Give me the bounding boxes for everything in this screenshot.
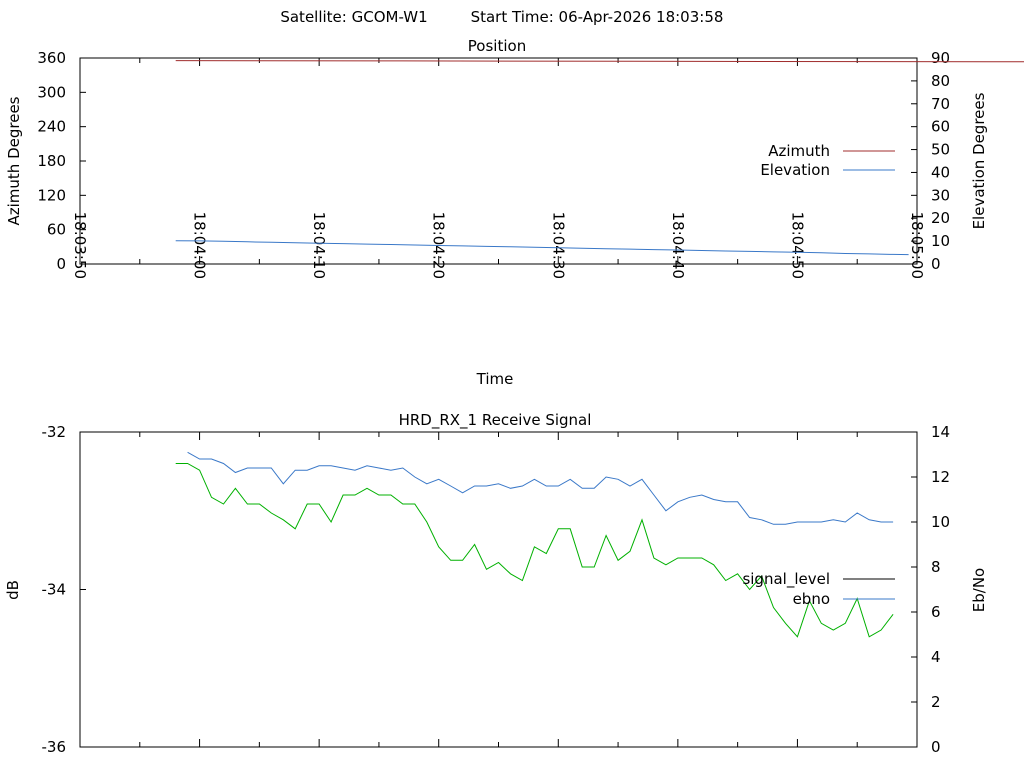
signal-y2-tick-label: 0 [931, 738, 941, 756]
position-x-tick-label: 18:04:00 [191, 212, 209, 279]
signal-y2-tick-label: 12 [931, 468, 950, 486]
ebno-series-line [187, 451, 894, 525]
signal-y2-tick-label: 10 [931, 513, 950, 531]
position-y-tick-label: 60 [47, 221, 66, 239]
position-y-tick-label: 240 [37, 118, 66, 136]
position-y2-tick-label: 90 [931, 49, 950, 67]
legend-label-signal-level: signal_level [742, 570, 830, 589]
signal-y-tick-label: -32 [42, 423, 67, 441]
position-x-tick-label: 18:04:10 [310, 212, 328, 279]
signal-y-tick-label: -36 [42, 738, 67, 756]
position-y-tick-label: 120 [37, 186, 66, 204]
position-x-tick-label: 18:04:50 [788, 212, 806, 279]
position-y-axis-label: Azimuth Degrees [5, 96, 23, 225]
elevation-series-line [175, 240, 909, 256]
position-chart-title: Position [468, 37, 526, 55]
green-signal-series-line [175, 463, 894, 638]
position-y-tick-label: 180 [37, 152, 66, 170]
position-y2-tick-label: 0 [931, 255, 941, 273]
position-y2-tick-label: 50 [931, 141, 950, 159]
position-x-tick-label: 18:04:30 [549, 212, 567, 279]
signal-y2-tick-label: 8 [931, 558, 941, 576]
position-y2-tick-label: 60 [931, 118, 950, 136]
position-x-axis-label: Time [476, 370, 514, 388]
legend-label-ebno: ebno [793, 590, 830, 608]
signal-plot-frame [79, 431, 918, 748]
position-chart: Position Azimuth Degrees Elevation Degre… [5, 37, 1024, 388]
signal-y-tick-label: -34 [42, 581, 67, 599]
position-x-tick-label: 18:04:40 [669, 212, 687, 279]
position-y2-tick-label: 30 [931, 186, 950, 204]
position-y-tick-label: 0 [56, 255, 66, 273]
position-x-tick-label: 18:05:00 [908, 212, 926, 279]
signal-y2-axis-label: Eb/No [970, 568, 988, 612]
signal-y2-tick-label: 14 [931, 423, 950, 441]
position-legend: Azimuth Elevation [760, 142, 895, 179]
signal-y2-tick-label: 6 [931, 603, 941, 621]
legend-label-elevation: Elevation [760, 161, 830, 179]
position-x-tick-label: 18:03:50 [71, 212, 89, 279]
position-y-tick-label: 360 [37, 49, 66, 67]
position-y2-axis-label: Elevation Degrees [970, 92, 988, 229]
azimuth-series-line [175, 60, 1024, 63]
position-y2-tick-label: 20 [931, 209, 950, 227]
start-time-label: Start Time: 06-Apr-2026 18:03:58 [471, 8, 724, 26]
position-y2-tick-label: 80 [931, 72, 950, 90]
signal-y2-tick-label: 4 [931, 648, 941, 666]
position-y2-tick-label: 40 [931, 163, 950, 181]
satellite-label: Satellite: GCOM-W1 [280, 8, 427, 26]
receive-signal-chart: HRD_RX_1 Receive Signal dB Eb/No -36 -34 -… [4, 411, 988, 756]
position-y-tick-label: 300 [37, 83, 66, 101]
signal-chart-title: HRD_RX_1 Receive Signal [399, 411, 592, 430]
position-y2-tick-label: 70 [931, 95, 950, 113]
legend-label-azimuth: Azimuth [768, 142, 830, 160]
signal-legend: signal_level ebno [742, 570, 895, 608]
signal-y2-tick-label: 2 [931, 693, 941, 711]
signal-y-axis-label: dB [4, 580, 22, 600]
position-y2-tick-label: 10 [931, 232, 950, 250]
